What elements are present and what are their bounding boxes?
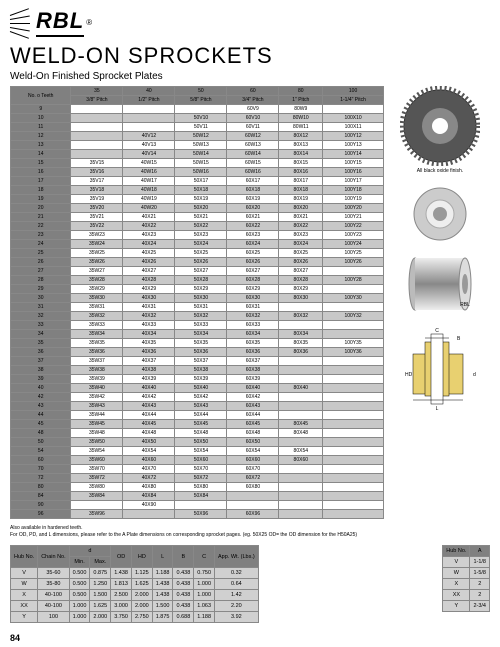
table-row: X40-1000.5001.5002.5002.0001.4380.4381.0… [11,590,259,601]
table-row: 7035W7040X7050X7060X70 [11,465,384,474]
table-row: X2 [443,579,490,590]
table-row: 1150V1160V1180W11100X11 [11,123,384,132]
table-row: 5435W5440X5450X5460X5480X54 [11,447,384,456]
note-line-1: Also available in hardened teeth. [10,525,490,532]
table-row: 3735W3740X3750X3760X37 [11,357,384,366]
table-row: 1535V1540W1550W1560W1580X15100Y15 [11,159,384,168]
table-row: 3835W3840X3850X3860X38 [11,366,384,375]
table-row: 5035W5040X5050X5060X50 [11,438,384,447]
table-row: 1735V1740W1750X1760X1780X17100Y17 [11,177,384,186]
table-row: 2235V2240X2250X2260X2280X22100Y22 [11,222,384,231]
page-title: WELD-ON SPROCKETS [10,43,490,69]
table-row: XX2 [443,590,490,601]
logo-rays [10,13,34,33]
note-line-2: For OD, PD, and L dimensions, please ref… [10,532,490,539]
table-row: 1050V1060V1080W10100X10 [11,114,384,123]
svg-text:d: d [473,372,476,378]
table-row: Y2-3/4 [443,601,490,612]
table-row: 2535W2540X2550X2560X2580X25100Y25 [11,249,384,258]
table-row: 3135W3140X3150X3160X31 [11,303,384,312]
table-row: 3335W3340X3350X3360X33 [11,321,384,330]
table-row: 4035W4040X4050X4060X4080X40 [11,384,384,393]
table-row: 9040X90 [11,501,384,510]
table-row: 1635V1640W1650W1660W1680X16100Y16 [11,168,384,177]
dimension-diagram: C B HD d L [390,324,490,414]
table-row: 1340V1350W1360W1380X13100Y13 [11,141,384,150]
page-subtitle: Weld-On Finished Sprocket Plates [10,71,490,82]
table-row: 4235W4240X4250X4260X42 [11,393,384,402]
table-row: 4535W4540X4550X4560X4580X45 [11,420,384,429]
brand-logo: RBL ® [10,8,490,37]
dimension-table: Hub No. Chain No. d OD HD L B C App. Wt.… [10,545,259,623]
table-row: Y1001.0002.0003.7502.7501.8750.6881.1883… [11,612,259,623]
table-row: 3535W3540X3550X3560X3580X35100Y35 [11,339,384,348]
table-row: 4835W4840X4850X4860X4880X48 [11,429,384,438]
table-row: 3635W3640X3650X3660X3680X36100Y36 [11,348,384,357]
table-row: 1240V1250W1260W1280X12100Y12 [11,132,384,141]
table-row: 6035W6040X6050X6060X6080X60 [11,456,384,465]
table-row: 1440V1450W1460W1480X14100Y14 [11,150,384,159]
svg-text:L: L [436,406,439,412]
brand-text: RBL [36,8,84,37]
table-row: 1935V1940W1950X1960X1980X19100Y19 [11,195,384,204]
table-row: 2335W2340X2350X2360X2380X23100Y23 [11,231,384,240]
table-row: 2935W2940X2950X2960X2980X29 [11,285,384,294]
hub-illustration-top [390,184,490,244]
hub-a-table: Hub No. A V1-1/8W1-5/8X2XX2Y2-3/4 [442,545,490,612]
svg-text:C: C [435,328,439,334]
table-row: V35-600.5000.8751.4381.1251.1880.4380.75… [11,568,259,579]
table-row: 9635W9650X9660X96 [11,510,384,519]
table-row: W1-5/8 [443,568,490,579]
table-row: 8435W8440X8450X84 [11,492,384,501]
sprocket-table: No. o Teeth 35 40 50 60 80 100 3/8" Pitc… [10,86,384,519]
table-row: XX40-1001.0001.6253.0002.0001.5000.4381.… [11,601,259,612]
table-row: 4435W4440X4450X4460X44 [11,411,384,420]
table-row: V1-1/8 [443,557,490,568]
table-row: 3035W3040X3050X3060X3080X30100Y30 [11,294,384,303]
table-row: 8035W8040X8050X8060X80 [11,483,384,492]
note-section: Also available in hardened teeth. For OD… [10,525,490,539]
table-row: 2435W2440X2450X2460X2480X24100Y24 [11,240,384,249]
svg-text:RBL: RBL [460,302,470,308]
table-row: 4335W4340X4350X4360X43 [11,402,384,411]
table-row: 2135V2140X2150X2160X2180X21100Y21 [11,213,384,222]
illus-caption: All black oxide finish. [390,168,490,174]
svg-text:B: B [457,336,461,342]
table-row: 960V980W9 [11,105,384,114]
table-row: 7235W7240X7250X7260X72 [11,474,384,483]
sprocket-illustration-top: All black oxide finish. [390,86,490,174]
svg-text:HD: HD [405,372,413,378]
page-number: 84 [10,633,490,643]
table-row: 2635W2640X2650X2660X2680X26100Y26 [11,258,384,267]
table-row: 1835V1840W1850X1860X1880X18100Y18 [11,186,384,195]
table-row: 3935W3940X3950X3960X39 [11,375,384,384]
table-row: 3235W3240X3250X3260X3280X32100Y32 [11,312,384,321]
table-row: W35-800.5001.2501.8131.6251.4380.4381.00… [11,579,259,590]
table-row: 2735W2740X2750X2760X2780X27 [11,267,384,276]
teeth-header: No. o Teeth [11,87,71,105]
table-row: 2035V2040W2050X2060X2080X20100Y20 [11,204,384,213]
table-row: 3435W3440X3450X3460X3480X34 [11,330,384,339]
table-row: 2835W2840X2850X2860X2880X28100Y28 [11,276,384,285]
hub-illustration-mid: RBL [390,254,490,314]
